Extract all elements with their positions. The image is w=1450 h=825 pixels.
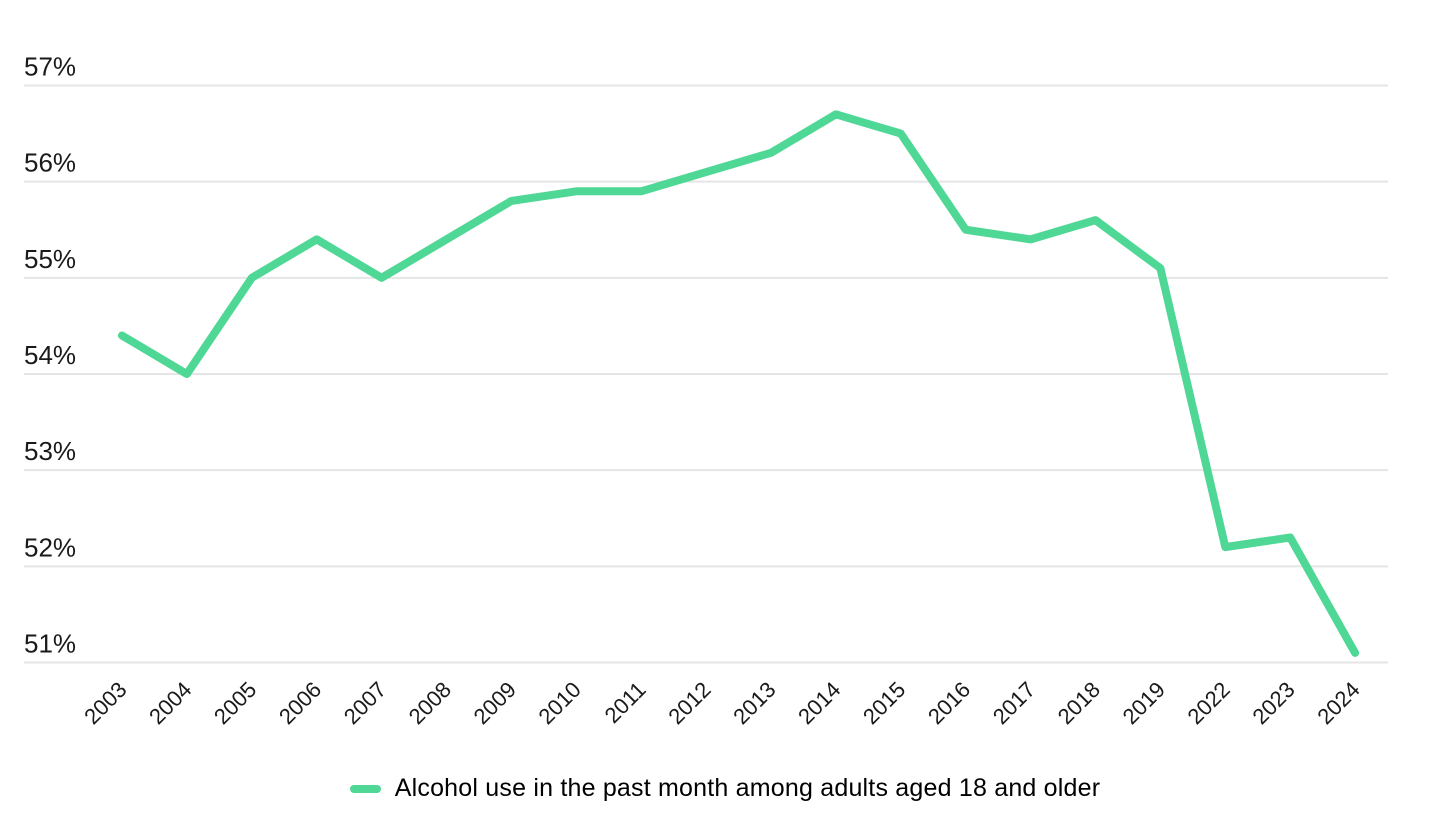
x-axis-tick-label: 2007 — [339, 677, 391, 729]
legend-series-label: Alcohol use in the past month among adul… — [394, 774, 1101, 802]
y-axis-tick-label: 52% — [24, 532, 76, 562]
x-axis-tick-label: 2010 — [534, 677, 586, 729]
data-line-alcohol-use — [118, 110, 1360, 657]
x-axis-tick-label: 2013 — [728, 677, 780, 729]
x-axis-tick-label: 2009 — [469, 677, 521, 729]
x-axis-tick-label: 2016 — [923, 677, 975, 729]
x-axis-tick-label: 2004 — [144, 677, 196, 729]
x-axis-tick-label: 2012 — [663, 677, 715, 729]
legend-line-swatch — [349, 784, 381, 793]
y-axis-tick-label: 55% — [24, 244, 76, 274]
y-axis-tick-label: 51% — [24, 629, 76, 659]
x-axis-tick-label: 2023 — [1247, 677, 1299, 729]
x-axis-tick-label: 2019 — [1118, 677, 1170, 729]
x-axis-tick-label: 2015 — [858, 677, 910, 729]
x-axis-tick-label: 2011 — [600, 677, 651, 728]
x-axis-tick-label: 2005 — [209, 677, 261, 729]
x-axis-tick-label: 2017 — [988, 677, 1040, 729]
y-axis-tick-label: 57% — [24, 52, 76, 82]
x-axis-tick-label: 2008 — [404, 677, 456, 729]
y-axis-tick-label: 53% — [24, 436, 76, 466]
x-axis-tick-label: 2006 — [274, 677, 326, 729]
x-axis-tick-label: 2022 — [1183, 677, 1235, 729]
y-axis-tick-label: 54% — [24, 340, 76, 370]
x-axis-tick-label: 2018 — [1053, 677, 1105, 729]
x-axis-tick-label: 2014 — [793, 677, 845, 729]
chart-legend: Alcohol use in the past month among adul… — [0, 774, 1450, 803]
x-axis-tick-label: 2003 — [79, 677, 131, 729]
x-axis-tick-label: 2024 — [1312, 677, 1364, 729]
y-axis-tick-label: 56% — [24, 148, 76, 178]
